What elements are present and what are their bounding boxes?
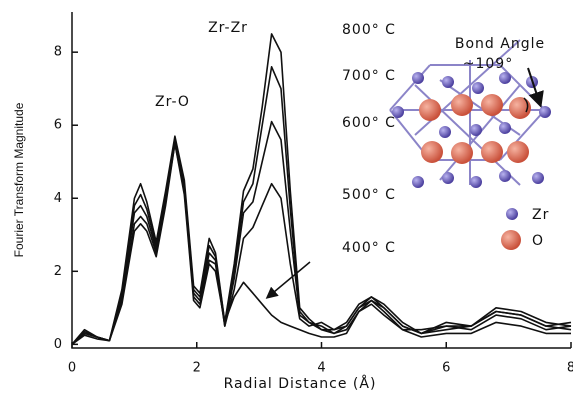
line [72,144,571,345]
x-tick-label: 4 [317,361,325,376]
annotation: ~109° [463,56,513,72]
y-tick-label: 8 [54,45,62,60]
x-tick-label: 0 [68,361,76,376]
line [72,34,571,344]
annotation: Bond Angle [455,36,545,52]
arrow [268,262,310,297]
x-tick-label: 6 [442,361,450,376]
series-label: 400° C [342,240,396,256]
y-tick-label: 4 [54,191,62,206]
y-tick-label: 2 [54,264,62,279]
y-tick-label: 0 [54,337,62,352]
x-tick-label: 2 [193,361,201,376]
chart: Radial Distance (Å) Fourier Transform Ma… [0,0,573,393]
line [72,144,571,345]
annotation: Zr [532,207,549,223]
series-label: 600° C [342,115,396,131]
annotation: O [532,233,544,249]
y-tick-label: 6 [54,118,62,133]
x-axis-title: Radial Distance (Å) [224,375,377,392]
annotation: Zr-O [155,94,190,110]
series-label: 500° C [342,187,396,203]
y-axis-title: Fourier Transform Magnitude [12,102,26,257]
x-tick-label: 8 [567,361,573,376]
annotation: Zr-Zr [208,20,248,36]
series-label: 800° C [342,22,396,38]
series-label: 700° C [342,68,396,84]
